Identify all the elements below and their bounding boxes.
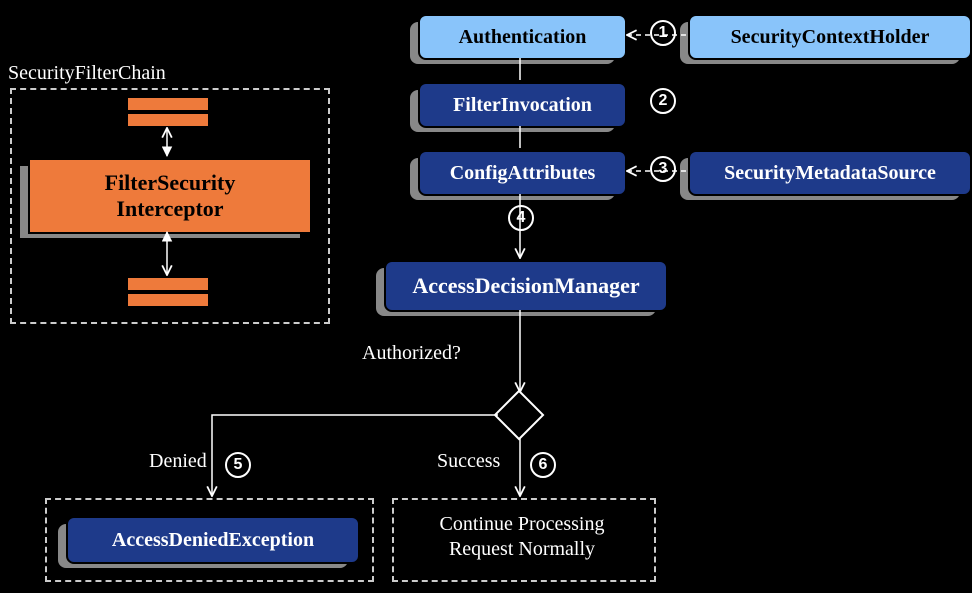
continue-processing-label: Continue Processing Request Normally bbox=[398, 512, 646, 562]
filter-bar bbox=[127, 277, 209, 291]
step-5: 5 bbox=[225, 452, 251, 478]
step-2: 2 bbox=[650, 88, 676, 114]
denied-label: Denied bbox=[149, 450, 207, 473]
access-decision-manager-box: AccessDecisionManager bbox=[384, 260, 668, 312]
step-3: 3 bbox=[650, 156, 676, 182]
security-context-holder-box: SecurityContextHolder bbox=[688, 14, 972, 60]
authentication-box: Authentication bbox=[418, 14, 627, 60]
filter-invocation-box: FilterInvocation bbox=[418, 82, 627, 128]
access-denied-exception-box: AccessDeniedException bbox=[66, 516, 360, 564]
filter-bar bbox=[127, 113, 209, 127]
step-4: 4 bbox=[508, 205, 534, 231]
step-6: 6 bbox=[530, 452, 556, 478]
filter-bar bbox=[127, 97, 209, 111]
success-label: Success bbox=[437, 450, 500, 473]
config-attributes-box: ConfigAttributes bbox=[418, 150, 627, 196]
security-metadata-source-box: SecurityMetadataSource bbox=[688, 150, 972, 196]
authorized-label: Authorized? bbox=[362, 342, 461, 365]
filter-bar bbox=[127, 293, 209, 307]
filterchain-title: SecurityFilterChain bbox=[8, 62, 166, 85]
filter-security-interceptor: FilterSecurity Interceptor bbox=[28, 158, 312, 234]
step-1: 1 bbox=[650, 20, 676, 46]
